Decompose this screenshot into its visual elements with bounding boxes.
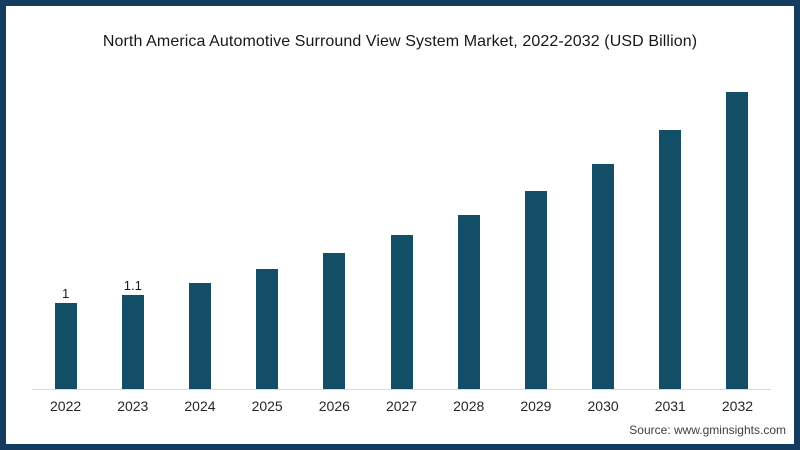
bar-2032 — [726, 92, 749, 389]
bar-slot-2030 — [570, 80, 637, 389]
bar-2026 — [323, 252, 346, 389]
bar-2030 — [592, 164, 615, 389]
bar-slot-2024 — [166, 80, 233, 389]
bar-slot-2031 — [637, 80, 704, 389]
x-tick-2025: 2025 — [251, 398, 283, 414]
bar-2024 — [188, 282, 211, 389]
x-axis-labels: 2022 2023 2024 2025 2026 2027 2028 2029 2030 2031… — [32, 398, 771, 414]
bar-slot-2025 — [234, 80, 301, 389]
x-tick-2023: 2023 — [117, 398, 149, 414]
bar-slot-2032 — [704, 80, 771, 389]
source-attribution: Source: www.gminsights.com — [629, 423, 786, 437]
bar-slot-2026 — [301, 80, 368, 389]
bar-2028 — [457, 214, 480, 389]
bar-2025 — [256, 268, 279, 389]
bar-slot-2029 — [502, 80, 569, 389]
bar-slot-2028 — [435, 80, 502, 389]
x-tick-2024: 2024 — [184, 398, 216, 414]
bar-2023 — [121, 294, 144, 389]
bar-value-label-2023: 1.1 — [123, 277, 142, 293]
bar-2022 — [54, 303, 77, 389]
x-tick-2032: 2032 — [721, 398, 754, 414]
x-tick-2026: 2026 — [318, 398, 350, 414]
bar-2029 — [524, 190, 547, 389]
plot-area: 1 1.1 — [32, 80, 771, 390]
bar-value-label-2022: 1 — [61, 286, 70, 302]
bar-2031 — [659, 129, 682, 389]
x-tick-2028: 2028 — [453, 398, 485, 414]
chart-title: North America Automotive Surround View S… — [102, 33, 698, 50]
bar-slot-2023: 1.1 — [99, 80, 166, 389]
x-tick-2022: 2022 — [50, 398, 82, 414]
x-tick-2030: 2030 — [587, 398, 619, 414]
bar-slot-2022: 1 — [32, 80, 99, 389]
bar-slot-2027 — [368, 80, 435, 389]
bar-2027 — [390, 234, 413, 389]
x-tick-2027: 2027 — [385, 398, 418, 414]
x-tick-2031: 2031 — [654, 398, 686, 414]
x-tick-2029: 2029 — [520, 398, 552, 414]
